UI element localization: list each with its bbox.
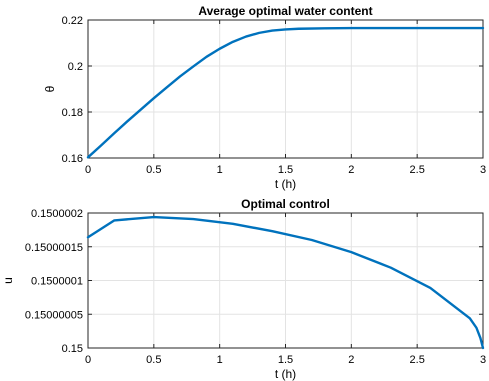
x-tick-label: 2.5 — [410, 354, 425, 366]
y-tick-label: 0.18 — [62, 107, 83, 119]
x-tick-label: 1 — [217, 354, 223, 366]
series-line — [86, 26, 485, 159]
y-tick-label: 0.1500002 — [31, 208, 83, 220]
y-tick-label: 0.22 — [62, 15, 83, 27]
x-tick-label: 0.5 — [146, 354, 161, 366]
y-axis-label: u — [1, 277, 15, 284]
x-tick-label: 2.5 — [410, 164, 425, 176]
x-tick-label: 2 — [348, 164, 354, 176]
chart-title: Average optimal water content — [198, 4, 372, 18]
chart-panel-2: 0 0.5 1 1.5 2 2.5 3 0.15 0.15000005 0.1500001 0.15… — [1, 197, 486, 381]
x-tick-label: 3 — [480, 164, 486, 176]
x-tick-label: 1 — [217, 164, 223, 176]
chart-panel-1: 0 0.5 1 1.5 2 2.5 3 0.16 0.18 0.2 0.22 Average opti… — [43, 4, 486, 191]
x-axis-label: t (h) — [275, 177, 296, 191]
x-tick-label: 1.5 — [278, 354, 293, 366]
series-line — [86, 215, 485, 350]
x-tick-label: 2 — [348, 354, 354, 366]
y-tick-label: 0.1500001 — [31, 276, 83, 288]
y-tick-label: 0.15000015 — [25, 242, 83, 254]
y-tick-label: 0.15000005 — [25, 309, 83, 321]
x-tick-label: 3 — [480, 354, 486, 366]
chart-title: Optimal control — [241, 197, 330, 211]
y-axis-label: θ — [43, 85, 57, 92]
y-tick-label: 0.2 — [68, 61, 83, 73]
x-tick-label: 1.5 — [278, 164, 293, 176]
x-tick-label: 0 — [85, 354, 91, 366]
y-tick-label: 0.16 — [62, 153, 83, 165]
x-axis-label: t (h) — [275, 367, 296, 381]
y-tick-label: 0.15 — [62, 343, 83, 355]
x-tick-label: 0 — [85, 164, 91, 176]
x-tick-label: 0.5 — [146, 164, 161, 176]
